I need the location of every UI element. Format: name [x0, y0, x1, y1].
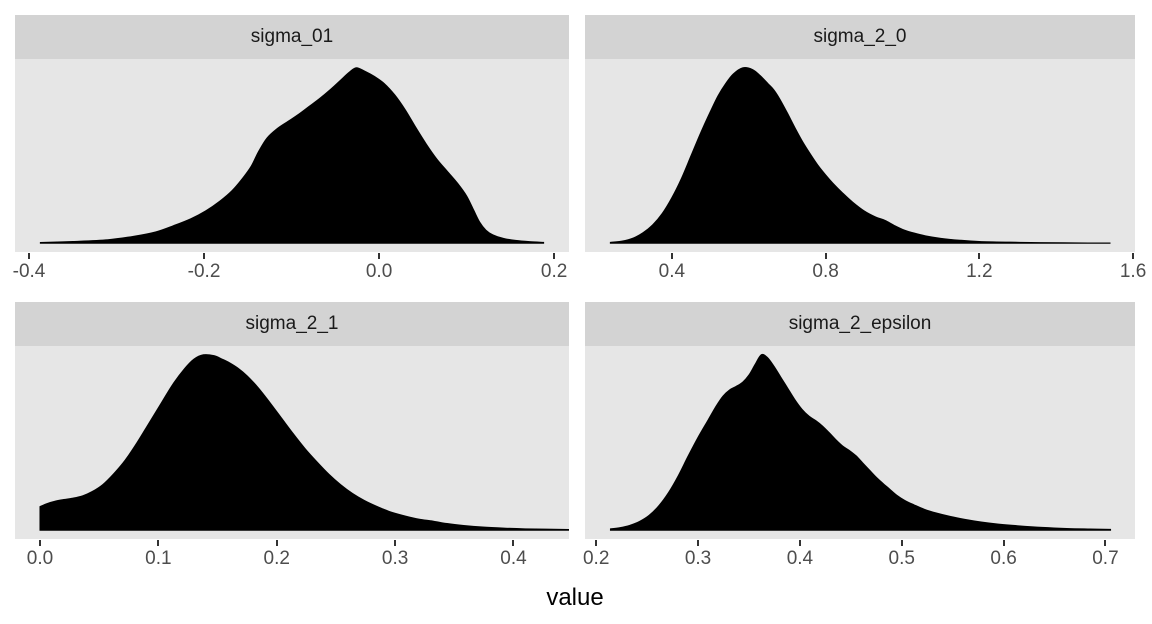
- facet-sigma-01: sigma_01 -0.4 -0.2 0.0 0.2: [12, 15, 569, 298]
- tick-label: 0.3: [684, 548, 712, 569]
- tick-mark: [900, 540, 903, 546]
- density-panel: [585, 59, 1135, 252]
- density-panel: [15, 346, 569, 539]
- tick-mark: [512, 540, 515, 546]
- tick-mark: [203, 253, 206, 259]
- tick-mark: [1104, 540, 1107, 546]
- tick-label: 0.4: [786, 548, 814, 569]
- tick-label: 0.0: [26, 548, 54, 569]
- tick-label: 0.2: [540, 261, 568, 282]
- facet-title: sigma_01: [250, 26, 334, 47]
- density-panel: [15, 59, 569, 252]
- density-area: [39, 354, 569, 531]
- tick-label: 0.6: [990, 548, 1017, 569]
- tick-label: 0.7: [1092, 548, 1119, 569]
- tick-mark: [978, 253, 981, 259]
- tick-mark: [157, 540, 160, 546]
- tick-label: -0.2: [187, 261, 221, 282]
- density-area: [609, 353, 1112, 531]
- tick-mark: [595, 540, 598, 546]
- x-axis: 0.4 0.8 1.2 1.6: [585, 252, 1146, 298]
- x-axis: -0.4 -0.2 0.0 0.2: [12, 252, 569, 298]
- facet-strip: sigma_01: [15, 15, 569, 59]
- facet-title: sigma_2_0: [813, 26, 907, 47]
- tick-label: 0.5: [888, 548, 915, 569]
- tick-label: -0.4: [12, 261, 46, 282]
- tick-mark: [824, 253, 827, 259]
- tick-mark: [670, 253, 673, 259]
- density-curve: [39, 354, 569, 531]
- tick-mark: [38, 540, 41, 546]
- facet-strip: sigma_2_1: [15, 302, 569, 346]
- tick-label: 1.2: [966, 261, 993, 282]
- facet-sigma-2-1: sigma_2_1 0.0 0.1 0.2 0.3 0.4: [15, 302, 569, 585]
- tick-label: 1.6: [1119, 261, 1147, 282]
- tick-label: 0.4: [658, 261, 686, 282]
- x-axis-title: value: [546, 584, 604, 611]
- facet-strip: sigma_2_epsilon: [585, 302, 1135, 346]
- density-area: [609, 67, 1111, 244]
- tick-label: 0.0: [365, 261, 393, 282]
- tick-mark: [553, 253, 556, 259]
- facet-sigma-2-epsilon: sigma_2_epsilon 0.2 0.3 0.4 0.5 0.6 0.7: [582, 302, 1135, 585]
- tick-mark: [378, 253, 381, 259]
- x-axis: 0.2 0.3 0.4 0.5 0.6 0.7: [582, 539, 1135, 585]
- tick-label: 0.3: [381, 548, 409, 569]
- facet-title: sigma_2_epsilon: [788, 313, 932, 334]
- tick-mark: [1132, 253, 1135, 259]
- density-curve: [39, 67, 545, 244]
- tick-mark: [798, 540, 801, 546]
- density-area: [39, 67, 545, 244]
- tick-mark: [28, 253, 30, 259]
- tick-label: 0.1: [145, 548, 172, 569]
- facet-title: sigma_2_1: [245, 313, 339, 334]
- tick-label: 0.2: [263, 548, 290, 569]
- facet-strip: sigma_2_0: [585, 15, 1135, 59]
- tick-mark: [275, 540, 278, 546]
- facet-sigma-2-0: sigma_2_0 0.4 0.8 1.2 1.6: [585, 15, 1146, 298]
- density-curve: [609, 353, 1112, 531]
- tick-label: 0.4: [500, 548, 527, 569]
- tick-mark: [394, 540, 397, 546]
- x-axis: 0.0 0.1 0.2 0.3 0.4: [15, 539, 569, 585]
- tick-label: 0.2: [582, 548, 610, 569]
- density-panel: [585, 346, 1135, 539]
- tick-mark: [697, 540, 700, 546]
- tick-mark: [1002, 540, 1005, 546]
- density-curve: [609, 67, 1111, 244]
- tick-label: 0.8: [812, 261, 839, 282]
